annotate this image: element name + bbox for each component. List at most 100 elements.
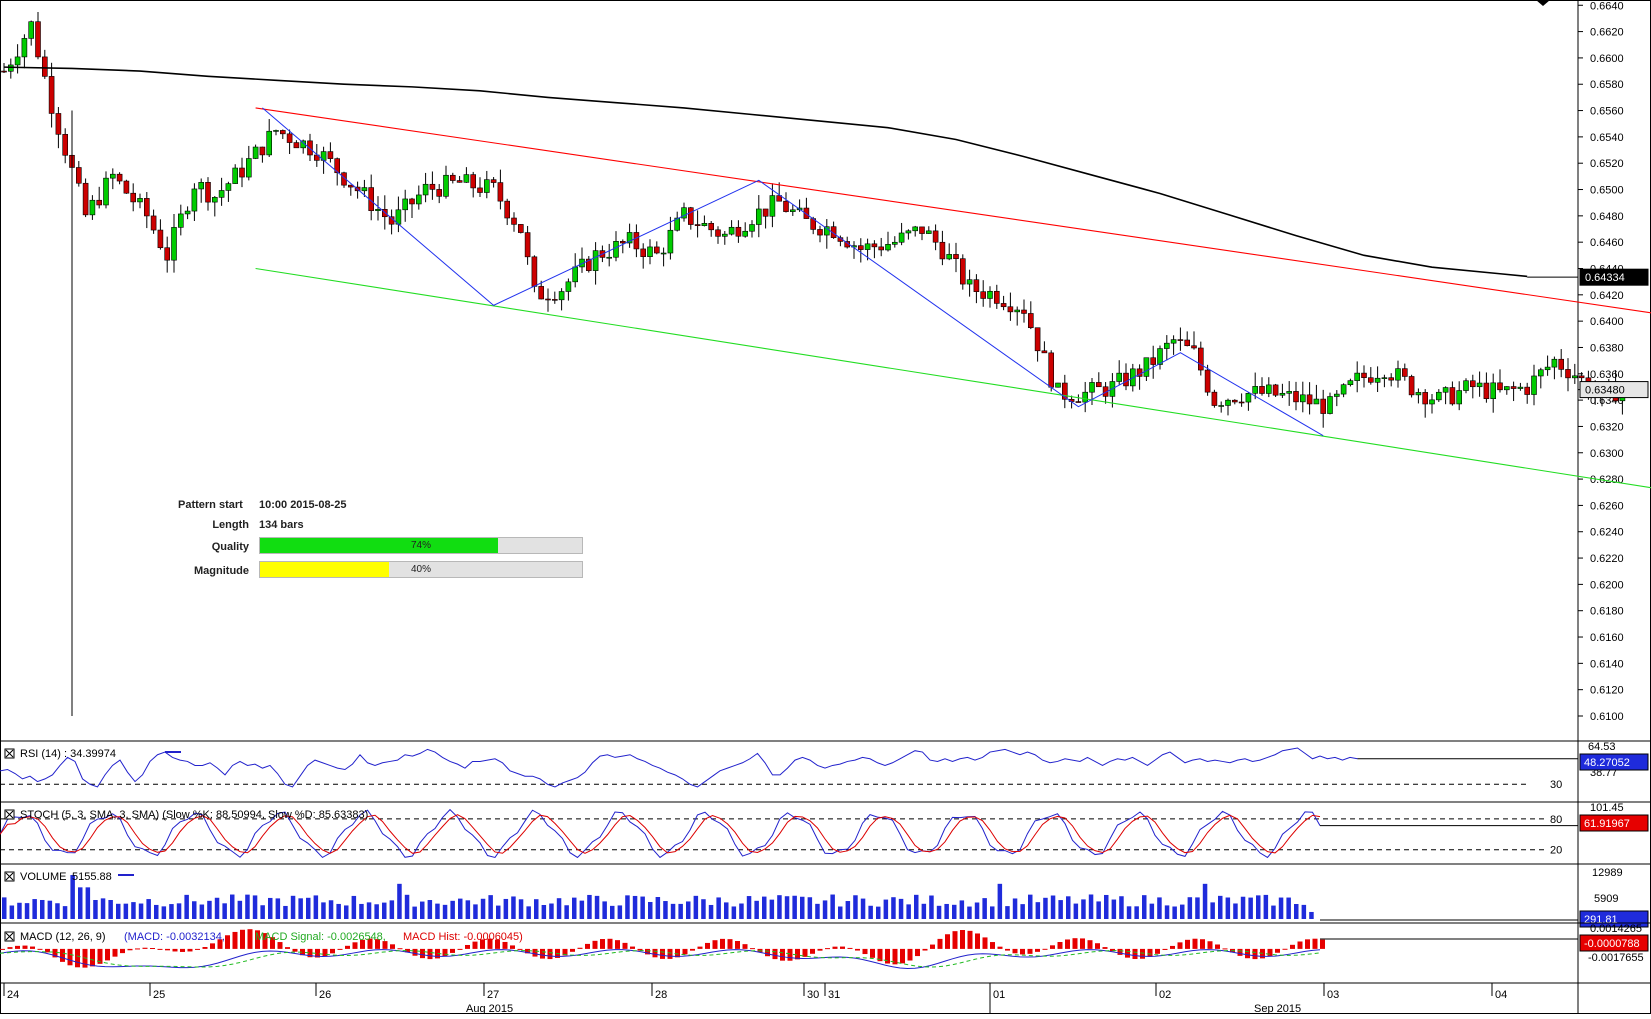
candle-body xyxy=(980,291,987,299)
macd-hist-bar xyxy=(915,948,920,957)
candle-body xyxy=(1558,358,1564,370)
volume-bar xyxy=(1172,906,1177,919)
quality-bar: 74% xyxy=(259,537,583,554)
macd-hist-bar xyxy=(607,938,613,949)
candle-body xyxy=(1116,372,1122,382)
volume-bar xyxy=(154,904,159,919)
candle-body xyxy=(82,182,89,216)
volume-title-value: 5155.88 xyxy=(72,871,112,883)
candle-body xyxy=(150,215,157,231)
volume-bar xyxy=(78,887,83,919)
volume-bar xyxy=(1073,903,1079,919)
volume-bar xyxy=(1111,899,1117,919)
candle-body xyxy=(932,230,939,243)
volume-bar xyxy=(1149,903,1155,919)
candle-body xyxy=(470,174,477,189)
macd-hist-bar xyxy=(1290,944,1295,949)
candle-body xyxy=(1014,309,1021,313)
candle-body xyxy=(429,183,436,190)
macd-hist-bar xyxy=(277,942,283,949)
macd-hist-bar xyxy=(352,942,358,949)
candle-body xyxy=(531,256,538,287)
volume-bar xyxy=(32,899,37,919)
candle-body xyxy=(1429,399,1435,405)
volume-bar xyxy=(549,903,554,919)
macd-hist-bar xyxy=(832,946,838,949)
macd-hist-bar xyxy=(1162,948,1168,950)
rsi-close-icon-x xyxy=(5,749,14,758)
candle-body xyxy=(572,266,579,283)
volume-bar xyxy=(959,900,965,919)
candle-body xyxy=(293,142,300,149)
stoch-value-box xyxy=(1579,814,1649,832)
volume-bar xyxy=(594,895,600,919)
volume-bar xyxy=(1005,906,1010,919)
volume-bar xyxy=(458,898,463,919)
candle-body xyxy=(545,298,551,301)
candle-body xyxy=(1007,306,1014,313)
price-tick-label: 0.6180 xyxy=(1590,606,1624,618)
candle-body xyxy=(1388,377,1394,381)
candle-body xyxy=(640,248,647,257)
candle-body xyxy=(130,192,136,203)
volume-bar xyxy=(465,900,471,919)
candle-body xyxy=(517,224,524,233)
macd-hist-bar xyxy=(600,939,605,949)
quality-percent: 74% xyxy=(410,540,431,551)
macd-hist-bar xyxy=(667,948,673,959)
candle-body xyxy=(687,207,694,225)
volume-bar xyxy=(85,887,91,919)
macd-hist-bar xyxy=(97,948,103,964)
macd-hist-bar xyxy=(982,937,988,949)
volume-bar xyxy=(1294,904,1299,919)
macd-hist-bar xyxy=(120,948,125,954)
volume-bar xyxy=(1043,897,1048,919)
volume-bar xyxy=(306,897,311,919)
candle-body xyxy=(905,230,912,234)
candle-body xyxy=(449,174,456,181)
candle-body xyxy=(565,281,572,292)
macd-hist-bar xyxy=(217,939,223,949)
candle-body xyxy=(1232,399,1238,403)
macd-hist-bar xyxy=(390,944,395,949)
price-tick-label: 0.6520 xyxy=(1590,158,1624,170)
macd-hist-bar xyxy=(367,938,373,949)
candle-body xyxy=(1286,391,1292,394)
stoch-level-label: 20 xyxy=(1550,845,1562,857)
candle-body xyxy=(1089,382,1095,393)
time-axis: 24 25 26 27 28 30 31 01 02 03 04 Aug 2015 Sep 2015 xyxy=(3,983,1507,1015)
macd-hist-bar xyxy=(510,945,515,949)
rsi-value-box xyxy=(1579,753,1649,771)
macd-hist-bar xyxy=(622,942,628,949)
macd-hist-bar xyxy=(75,948,80,968)
volume-bar xyxy=(518,899,524,919)
macd-hist-bar xyxy=(690,948,695,951)
candle-body xyxy=(1408,376,1415,396)
candle-body xyxy=(789,209,796,212)
candle-body xyxy=(1000,303,1007,308)
volume-bar xyxy=(450,900,455,919)
candle-body xyxy=(1374,377,1381,383)
stoch-axis-label: 101.45 xyxy=(1590,802,1624,814)
volume-bar xyxy=(1142,895,1147,919)
candle-body xyxy=(592,250,599,271)
volume-bar xyxy=(123,903,129,919)
volume-bar xyxy=(708,904,714,919)
candle-body xyxy=(1436,391,1442,401)
volume-bar xyxy=(24,903,30,919)
volume-bar xyxy=(678,903,683,919)
volume-bar xyxy=(1134,906,1139,919)
rsi-level-label: 30 xyxy=(1550,779,1562,791)
volume-bar xyxy=(883,899,889,919)
macd-hist-bar xyxy=(900,948,905,964)
macd-hist-bar xyxy=(1050,945,1055,949)
candle-body xyxy=(198,182,204,190)
candle-body xyxy=(1395,368,1401,381)
macd-hist-bar xyxy=(157,948,163,950)
volume-bar xyxy=(344,905,349,919)
volume-bar xyxy=(617,905,623,919)
macd-hist-bar xyxy=(1012,948,1018,954)
volume-bar xyxy=(572,897,577,919)
volume-bar xyxy=(252,895,258,919)
candle-body xyxy=(1320,398,1326,414)
